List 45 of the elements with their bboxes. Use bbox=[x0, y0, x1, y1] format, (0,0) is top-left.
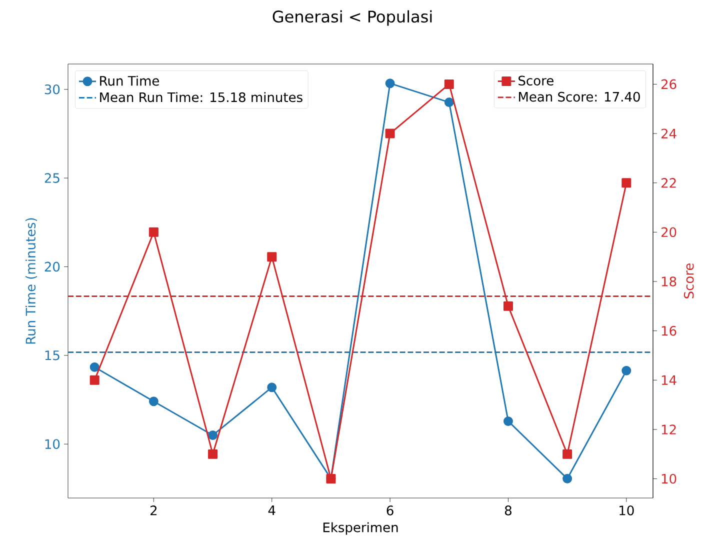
point bbox=[503, 416, 513, 426]
point bbox=[503, 301, 513, 311]
y2-tick-label: 22 bbox=[661, 178, 676, 188]
point bbox=[267, 252, 277, 262]
point bbox=[444, 98, 454, 108]
point bbox=[208, 449, 218, 459]
y-tick-label: 25 bbox=[44, 173, 60, 183]
y2-axis-title: Score bbox=[684, 263, 694, 298]
y-axis-title: Run Time (minutes) bbox=[25, 218, 38, 344]
point bbox=[444, 79, 454, 89]
y-tick-label: 10 bbox=[45, 439, 60, 450]
x-tick-label: 6 bbox=[386, 506, 394, 516]
legend-label: Mean Score: 17.40 bbox=[518, 92, 640, 102]
point bbox=[562, 449, 572, 459]
x-tick-label: 4 bbox=[268, 506, 276, 516]
legend-label: Mean Run Time: 15.18 minutes bbox=[100, 92, 302, 102]
y2-tick-label: 26 bbox=[661, 79, 676, 90]
y2-tick-label: 12 bbox=[662, 424, 676, 434]
x-tick-label: 2 bbox=[150, 506, 157, 516]
y-tick-label: 20 bbox=[44, 262, 60, 272]
y2-tick-label: 16 bbox=[662, 326, 676, 336]
point bbox=[562, 474, 572, 484]
chart-title: Generasi < Populasi bbox=[272, 10, 432, 26]
point bbox=[90, 362, 100, 372]
point bbox=[267, 382, 277, 392]
x-tick-label: 10 bbox=[620, 506, 634, 516]
point bbox=[385, 128, 395, 138]
y2-tick-label: 18 bbox=[662, 276, 676, 286]
legend-label: Run Time bbox=[100, 76, 159, 86]
point bbox=[622, 366, 632, 376]
point bbox=[385, 78, 395, 88]
point bbox=[208, 430, 218, 440]
y2-tick-label: 14 bbox=[662, 375, 676, 385]
point bbox=[90, 375, 100, 385]
y-tick-label: 15 bbox=[45, 350, 60, 360]
y2-tick-label: 20 bbox=[661, 227, 676, 238]
y2-tick-label: 10 bbox=[662, 474, 676, 484]
x-tick-label: 8 bbox=[504, 506, 512, 516]
x-axis-title: Eksperimen bbox=[323, 522, 398, 535]
y2-tick-label: 24 bbox=[661, 128, 676, 138]
y-tick-label: 30 bbox=[44, 84, 60, 94]
point bbox=[622, 178, 632, 188]
legend-label: Score bbox=[518, 76, 554, 86]
point bbox=[148, 227, 158, 237]
point bbox=[148, 396, 158, 406]
